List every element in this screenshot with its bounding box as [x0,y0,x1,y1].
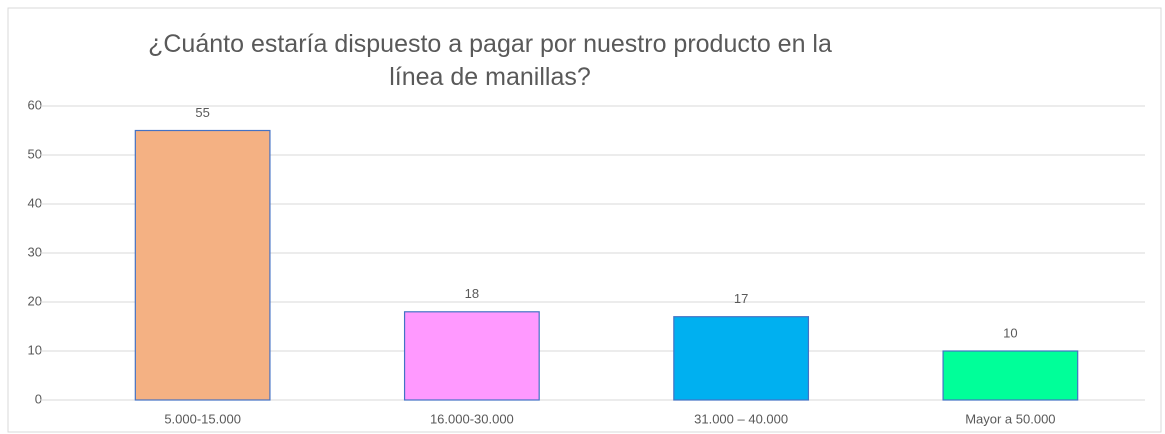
x-tick-label: 31.000 – 40.000 [694,411,788,426]
chart-title: ¿Cuánto estaría dispuesto a pagar por nu… [148,30,832,91]
bar [942,350,1079,401]
x-tick-label: 5.000-15.000 [164,411,241,426]
value-label: 17 [734,291,748,306]
y-tick-label: 20 [28,293,42,308]
chart-border [7,7,1162,433]
y-tick-label: 40 [28,195,42,210]
x-tick-label: 16.000-30.000 [430,411,514,426]
bar [403,311,540,401]
x-tick-label: Mayor a 50.000 [965,411,1055,426]
bar [134,129,271,401]
bar [673,316,810,401]
value-label: 10 [1003,325,1017,340]
value-label: 18 [465,286,479,301]
y-tick-label: 60 [28,97,42,112]
y-tick-label: 0 [35,391,42,406]
y-tick-label: 50 [28,146,42,161]
y-tick-label: 10 [28,342,42,357]
value-label: 55 [195,105,209,120]
y-tick-label: 30 [28,244,42,259]
